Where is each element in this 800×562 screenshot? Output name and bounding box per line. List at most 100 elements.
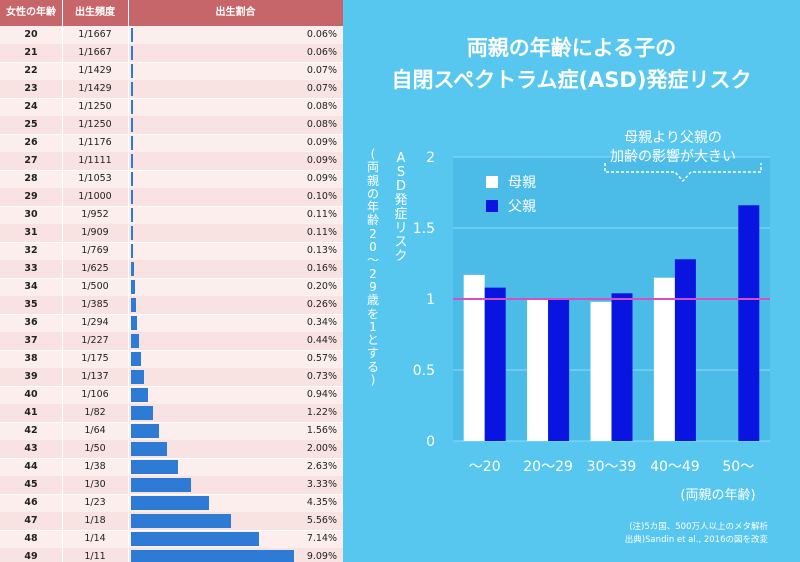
table-row: 39 1/137 0.73% [0, 368, 343, 387]
cell-age: 34 [24, 281, 38, 292]
percentage-bar [131, 82, 133, 96]
cell-frequency: 1/1250 [78, 119, 112, 130]
cell-percentage: 2.00% [306, 443, 337, 454]
percentage-bar [131, 496, 209, 510]
cell-percentage: 0.11% [306, 209, 337, 220]
x-tick-label: 50〜 [722, 459, 754, 475]
cell-percentage: 0.44% [306, 335, 337, 346]
bar-mother [527, 299, 549, 441]
cell-percentage: 9.09% [306, 551, 337, 562]
percentage-bar [131, 424, 159, 438]
table-row: 29 1/1000 0.10% [0, 188, 343, 207]
cell-frequency: 1/1667 [78, 47, 112, 58]
percentage-bar [131, 172, 133, 186]
percentage-bar [131, 118, 133, 132]
cell-frequency: 1/1429 [78, 65, 112, 76]
cell-age: 44 [24, 461, 38, 472]
table-row: 34 1/500 0.20% [0, 278, 343, 297]
cell-frequency: 1/769 [81, 245, 109, 256]
table-row: 22 1/1429 0.07% [0, 62, 343, 81]
percentage-bar [131, 550, 294, 562]
header-percentage: 出生割合 [215, 7, 256, 18]
y-axis-label-note: (両親の年齢 2 0 〜 2 9 歳を 1 とする) [366, 147, 379, 388]
percentage-bar [131, 136, 133, 150]
percentage-bar [131, 478, 191, 492]
percentage-bar [131, 352, 142, 366]
cell-frequency: 1/82 [84, 407, 106, 418]
cell-age: 20 [24, 29, 38, 40]
cell-percentage: 0.13% [306, 245, 337, 256]
cell-percentage: 3.33% [306, 479, 337, 490]
cell-percentage: 1.22% [306, 407, 337, 418]
table-row: 21 1/1667 0.06% [0, 44, 343, 63]
cell-frequency: 1/1429 [78, 83, 112, 94]
cell-percentage: 0.73% [306, 371, 337, 382]
source-note-line1: (注)5カ国、500万人以上のメタ解析 [629, 522, 768, 532]
cell-percentage: 0.34% [306, 317, 337, 328]
cell-percentage: 0.09% [306, 173, 337, 184]
cell-percentage: 0.07% [306, 65, 337, 76]
table-row: 30 1/952 0.11% [0, 206, 343, 225]
percentage-bar [131, 334, 139, 348]
bar-mother [590, 301, 612, 441]
cell-frequency: 1/625 [81, 263, 109, 274]
bar-mother [653, 277, 675, 441]
cell-age: 35 [24, 299, 38, 310]
percentage-bar [131, 280, 135, 294]
table-row: 42 1/64 1.56% [0, 422, 343, 441]
cell-frequency: 1/952 [81, 209, 109, 220]
cell-percentage: 0.94% [306, 389, 337, 400]
cell-age: 45 [24, 479, 38, 490]
bar-father [548, 299, 570, 441]
table-row: 45 1/30 3.33% [0, 476, 343, 495]
percentage-bar [131, 316, 138, 330]
cell-age: 28 [24, 173, 38, 184]
cell-percentage: 0.20% [306, 281, 337, 292]
cell-age: 36 [24, 317, 38, 328]
annotation-line2: 加齢の影響が大きい [610, 149, 736, 165]
annotation-brace [604, 163, 762, 183]
percentage-bar [131, 244, 134, 258]
cell-percentage: 0.11% [306, 227, 337, 238]
percentage-bar [131, 28, 133, 42]
x-tick-label: 20〜29 [523, 459, 573, 475]
x-tick-label: 〜20 [469, 459, 501, 475]
cell-frequency: 1/14 [84, 533, 106, 544]
cell-frequency: 1/38 [84, 461, 106, 472]
cell-age: 24 [24, 101, 38, 112]
percentage-bar [131, 46, 133, 60]
cell-frequency: 1/50 [84, 443, 106, 454]
asd-risk-chart-panel: 両親の年齢による子の 自閉スペクトラム症(ASD)発症リスク 0 0.5 1 1.5 2… [343, 0, 800, 562]
table-row: 36 1/294 0.34% [0, 314, 343, 333]
percentage-bar [131, 190, 133, 204]
cell-age: 31 [24, 227, 38, 238]
table-row: 43 1/50 2.00% [0, 440, 343, 459]
table-row: 28 1/1053 0.09% [0, 170, 343, 189]
cell-frequency: 1/175 [81, 353, 109, 364]
cell-age: 27 [24, 155, 38, 166]
birth-rate-table: 女性の年齢 出生頻度 出生割合 20 1/1667 0.06% 21 1/1667 0.0… [0, 0, 343, 562]
cell-age: 48 [24, 533, 38, 544]
table-row: 48 1/14 7.14% [0, 530, 343, 549]
table-row: 47 1/18 5.56% [0, 512, 343, 531]
table-header: 女性の年齢 出生頻度 出生割合 [0, 0, 343, 26]
bar-father [674, 259, 696, 441]
bar-father [738, 205, 760, 441]
cell-age: 29 [24, 191, 38, 202]
x-axis-label: (両親の年齢) [680, 488, 756, 503]
cell-percentage: 5.56% [306, 515, 337, 526]
table-row: 24 1/1250 0.08% [0, 98, 343, 117]
cell-frequency: 1/18 [84, 515, 106, 526]
cell-percentage: 0.08% [306, 101, 337, 112]
cell-percentage: 0.06% [306, 29, 337, 40]
legend-swatch-mother [486, 176, 498, 188]
cell-percentage: 0.08% [306, 119, 337, 130]
cell-frequency: 1/23 [84, 497, 106, 508]
percentage-bar [131, 154, 133, 168]
legend-label-father: 父親 [508, 199, 536, 215]
cell-frequency: 1/385 [81, 299, 109, 310]
y-tick-label: 0 [426, 434, 435, 450]
cell-percentage: 0.09% [306, 155, 337, 166]
cell-age: 37 [24, 335, 38, 346]
